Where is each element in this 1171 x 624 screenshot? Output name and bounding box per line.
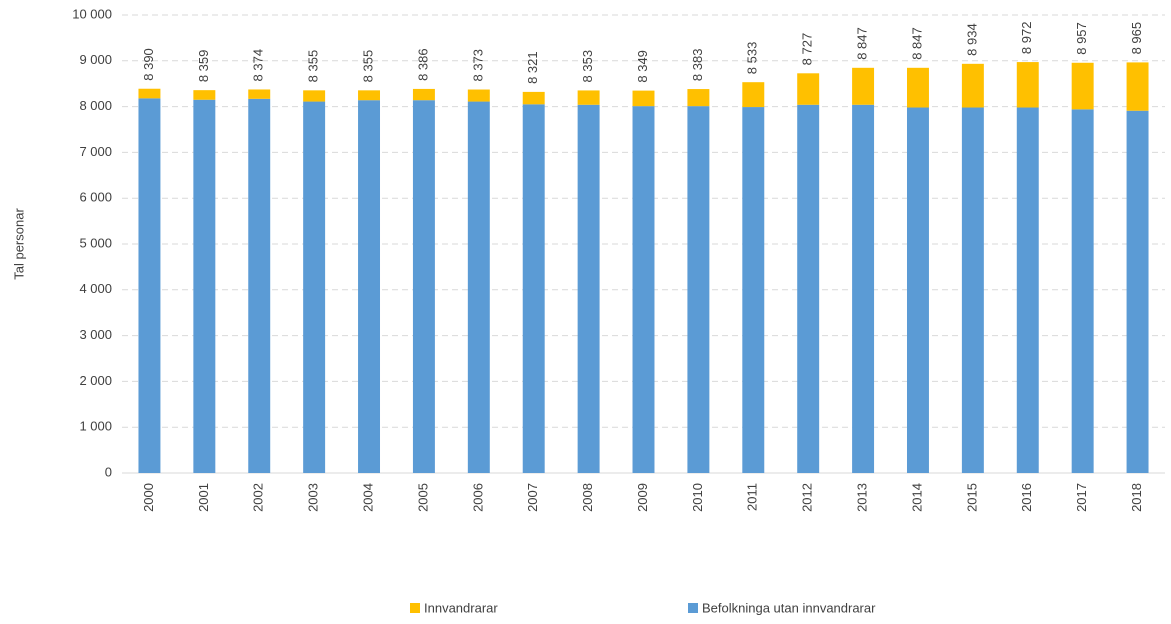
bar-segment — [906, 67, 929, 108]
total-label: 8 727 — [800, 33, 815, 66]
bar-segment — [906, 107, 929, 474]
bar-segment — [522, 104, 545, 473]
bar-segment — [742, 82, 765, 108]
total-label: 8 972 — [1019, 22, 1034, 55]
y-axis-title: Tal personar — [11, 208, 26, 280]
x-tick-label: 2018 — [1129, 483, 1144, 512]
total-label: 8 373 — [470, 49, 485, 82]
x-tick-label: 2014 — [909, 483, 924, 512]
x-tick-label: 2005 — [415, 483, 430, 512]
x-tick-label: 2001 — [196, 483, 211, 512]
total-label: 8 353 — [580, 50, 595, 83]
x-tick-label: 2017 — [1074, 483, 1089, 512]
bar-segment — [193, 90, 216, 100]
y-tick-label: 10 000 — [72, 6, 112, 21]
total-label: 8 934 — [964, 23, 979, 56]
total-label: 8 383 — [690, 49, 705, 82]
bar-segment — [632, 90, 655, 107]
total-label: 8 533 — [745, 42, 760, 75]
legend-swatch — [410, 603, 420, 613]
bar-segment — [1071, 62, 1094, 110]
total-label: 8 957 — [1074, 22, 1089, 55]
bar-segment — [1071, 109, 1094, 474]
bar-segment — [1016, 107, 1039, 474]
bar-segment — [522, 91, 545, 105]
legend-swatch — [688, 603, 698, 613]
bar-segment — [632, 106, 655, 473]
x-tick-label: 2010 — [690, 483, 705, 512]
bar-segment — [412, 100, 435, 474]
bar-segment — [687, 106, 710, 473]
bar-segment — [961, 63, 984, 108]
y-tick-label: 1 000 — [79, 419, 112, 434]
x-tick-label: 2000 — [141, 483, 156, 512]
bar-segment — [138, 98, 161, 473]
bar-segment — [577, 104, 600, 473]
total-label: 8 355 — [360, 50, 375, 83]
x-tick-label: 2006 — [470, 483, 485, 512]
bar-segment — [577, 90, 600, 105]
x-tick-label: 2004 — [360, 483, 375, 512]
x-tick-label: 2013 — [855, 483, 870, 512]
total-label: 8 847 — [909, 27, 924, 60]
y-tick-label: 9 000 — [79, 52, 112, 67]
bar-segment — [358, 90, 381, 101]
x-tick-label: 2009 — [635, 483, 650, 512]
bar-segment — [1126, 110, 1149, 474]
y-tick-label: 2 000 — [79, 373, 112, 388]
bar-segment — [1016, 62, 1039, 108]
x-tick-label: 2002 — [251, 483, 266, 512]
total-label: 8 321 — [525, 51, 540, 84]
y-tick-label: 6 000 — [79, 190, 112, 205]
total-label: 8 374 — [251, 49, 266, 82]
total-label: 8 847 — [855, 27, 870, 60]
bar-segment — [797, 104, 820, 473]
x-tick-label: 2007 — [525, 483, 540, 512]
y-tick-label: 8 000 — [79, 98, 112, 113]
bar-segment — [193, 99, 216, 473]
total-label: 8 355 — [306, 50, 321, 83]
bar-segment — [797, 73, 820, 105]
x-tick-label: 2011 — [745, 483, 760, 511]
bar-segment — [412, 88, 435, 101]
x-tick-label: 2016 — [1019, 483, 1034, 512]
bar-segment — [467, 101, 490, 473]
y-tick-label: 0 — [105, 464, 112, 479]
legend-label: Innvandrarar — [424, 600, 498, 615]
total-label: 8 349 — [635, 50, 650, 83]
bar-segment — [303, 90, 326, 102]
bar-segment — [467, 89, 490, 102]
x-tick-label: 2012 — [800, 483, 815, 512]
bar-segment — [961, 107, 984, 474]
total-label: 8 390 — [141, 48, 156, 81]
bar-segment — [248, 89, 271, 99]
y-tick-label: 7 000 — [79, 144, 112, 159]
bar-segment — [303, 101, 326, 473]
y-tick-label: 4 000 — [79, 281, 112, 296]
bar-segment — [852, 104, 875, 473]
x-tick-label: 2008 — [580, 483, 595, 512]
total-label: 8 965 — [1129, 22, 1144, 55]
bar-segment — [138, 88, 161, 99]
x-tick-label: 2015 — [964, 483, 979, 512]
bar-segment — [358, 100, 381, 474]
x-tick-label: 2003 — [306, 483, 321, 512]
bar-segment — [852, 67, 875, 105]
bar-segment — [248, 98, 271, 474]
bar-segment — [1126, 62, 1149, 111]
legend-label: Befolkninga utan innvandrarar — [702, 600, 876, 615]
y-tick-label: 5 000 — [79, 235, 112, 250]
total-label: 8 386 — [415, 48, 430, 81]
y-tick-label: 3 000 — [79, 327, 112, 342]
bar-segment — [687, 89, 710, 107]
bar-segment — [742, 107, 765, 474]
total-label: 8 359 — [196, 50, 211, 83]
